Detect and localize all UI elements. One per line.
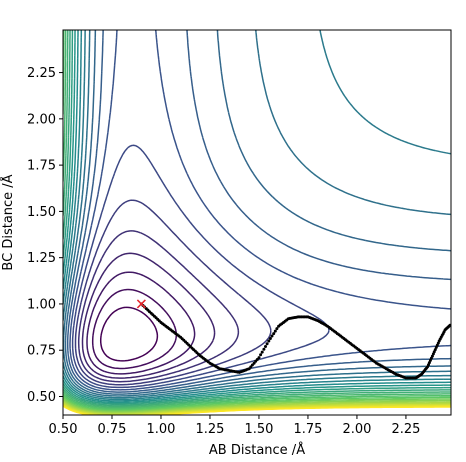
trajectory-point xyxy=(259,353,263,357)
y-tick-label: 2.25 xyxy=(27,66,56,81)
contour-level xyxy=(86,271,196,375)
y-tick-label: 2.00 xyxy=(27,112,56,127)
x-axis: 0.50 0.75 1.00 1.25 1.50 1.75 2.00 2.25 xyxy=(49,415,420,437)
y-tick-label: 1.50 xyxy=(27,205,56,220)
trajectory-point xyxy=(272,332,276,336)
trajectory-point xyxy=(262,347,266,351)
start-marker xyxy=(136,299,146,309)
x-tick-label: 1.00 xyxy=(147,422,176,437)
contour-level xyxy=(63,396,451,412)
contour-level xyxy=(74,199,272,386)
y-axis: 0.50 0.75 1.00 1.25 1.50 1.75 2.00 2.25 xyxy=(27,66,63,405)
x-tick-label: 1.75 xyxy=(293,422,322,437)
contour-level xyxy=(63,394,451,411)
plot-background xyxy=(63,30,451,415)
contour-level xyxy=(99,306,159,362)
trajectory-point xyxy=(270,334,274,338)
y-axis-label: BC Distance /Å xyxy=(0,174,16,270)
y-tick-label: 1.75 xyxy=(27,159,56,174)
start-marker-x xyxy=(136,299,146,309)
trajectory xyxy=(139,302,451,380)
y-tick-label: 0.75 xyxy=(27,344,56,359)
contour-level xyxy=(63,30,451,404)
contour-level xyxy=(66,30,451,393)
trajectory-point xyxy=(257,356,261,360)
contour-level xyxy=(63,30,451,408)
contour-level xyxy=(63,404,451,415)
y-tick-label: 0.50 xyxy=(27,390,56,405)
trajectory-point xyxy=(273,329,277,333)
contour-level xyxy=(77,230,240,383)
contour-level xyxy=(63,401,451,415)
x-tick-label: 2.25 xyxy=(391,422,420,437)
x-tick-label: 2.00 xyxy=(342,422,371,437)
trajectory-point xyxy=(267,339,271,343)
x-tick-label: 1.25 xyxy=(195,422,224,437)
contour-level xyxy=(63,30,451,409)
x-tick-label: 0.75 xyxy=(98,422,127,437)
contour-level xyxy=(63,30,451,397)
contour-level xyxy=(91,288,178,370)
contour-level xyxy=(81,252,216,379)
contour-level xyxy=(71,144,330,389)
trajectory-point xyxy=(275,327,279,331)
x-tick-label: 1.50 xyxy=(244,422,273,437)
trajectory-point xyxy=(264,345,267,348)
x-tick-label: 0.50 xyxy=(49,422,78,437)
contour-level xyxy=(63,400,451,414)
plot-frame xyxy=(62,29,452,416)
contour-level xyxy=(63,398,451,413)
trajectory-point xyxy=(268,337,272,340)
contour-level xyxy=(63,30,451,402)
trajectory-point xyxy=(265,342,269,346)
contour-level xyxy=(64,30,451,395)
trajectory-point xyxy=(448,323,451,327)
trajectory-point xyxy=(260,350,264,354)
contour-level xyxy=(63,30,451,401)
contour-level xyxy=(69,30,451,391)
contour-level xyxy=(63,30,451,405)
y-tick-label: 1.00 xyxy=(27,297,56,312)
x-axis-label: AB Distance /Å xyxy=(209,442,305,458)
contour-level xyxy=(63,405,451,415)
y-tick-label: 1.25 xyxy=(27,251,56,266)
contour-lines xyxy=(63,30,451,415)
